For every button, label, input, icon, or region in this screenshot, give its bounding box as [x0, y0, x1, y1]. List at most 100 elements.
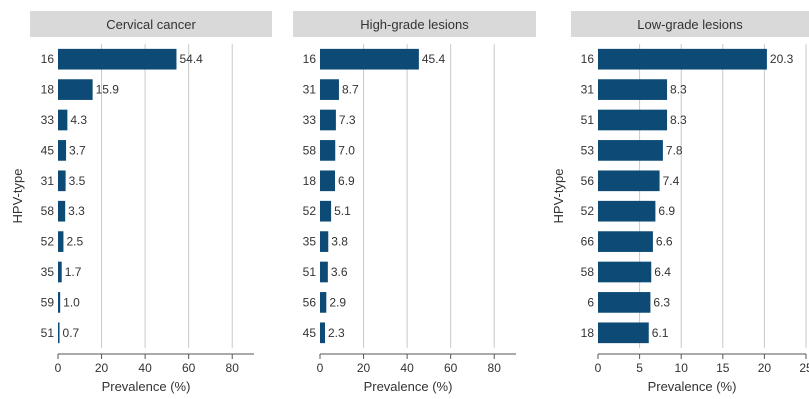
x-axis-label: Prevalence (%)	[364, 379, 453, 394]
category-label: 18	[41, 83, 55, 97]
category-label: 56	[581, 174, 595, 188]
value-label: 7.4	[663, 174, 680, 188]
value-label: 45.4	[422, 52, 446, 66]
bar	[598, 292, 651, 313]
x-tick-label: 60	[444, 361, 458, 375]
category-label: 33	[41, 113, 55, 127]
bar	[320, 170, 336, 192]
panel-title-strip	[571, 11, 809, 37]
bar	[58, 261, 62, 283]
value-label: 2.9	[329, 295, 346, 309]
bar	[320, 109, 336, 131]
category-label: 52	[581, 204, 595, 218]
category-label: 18	[303, 174, 317, 188]
value-label: 3.3	[68, 204, 85, 218]
value-label: 4.3	[70, 113, 87, 127]
bar	[598, 140, 663, 161]
x-tick-label: 40	[138, 361, 152, 375]
category-label: 66	[581, 235, 595, 249]
value-label: 5.1	[334, 204, 351, 218]
bar	[320, 231, 329, 252]
x-tick-label: 20	[758, 361, 772, 375]
bar	[58, 231, 64, 252]
category-label: 58	[581, 265, 595, 279]
category-label: 52	[41, 235, 55, 249]
x-axis-label: Prevalence (%)	[102, 379, 191, 394]
chart-panel-1: Cervical cancer 0 20 40 60 80 Prevalence (%) HP…	[10, 11, 272, 394]
category-label: 16	[41, 52, 55, 66]
bar	[320, 140, 336, 161]
bar	[598, 79, 668, 100]
category-label: 45	[41, 143, 55, 157]
category-label: 6	[587, 295, 594, 309]
value-label: 8.3	[670, 113, 687, 127]
value-label: 7.8	[666, 143, 683, 157]
bar	[320, 200, 332, 222]
value-label: 1.7	[65, 265, 82, 279]
value-label: 7.0	[338, 143, 355, 157]
x-tick-label: 40	[400, 361, 414, 375]
category-label: 51	[303, 265, 317, 279]
y-axis-label: HPV-type	[551, 169, 566, 224]
category-label: 56	[303, 295, 317, 309]
x-tick-label: 80	[488, 361, 502, 375]
chart-panel-2: High-grade lesions 0 20 40 60 80 Prevalence (%…	[293, 11, 536, 394]
value-label: 3.8	[331, 235, 348, 249]
x-tick-label: 60	[182, 361, 196, 375]
category-label: 51	[41, 326, 55, 340]
value-label: 6.9	[338, 174, 355, 188]
x-tick-label: 0	[595, 361, 602, 375]
x-tick-label: 20	[357, 361, 371, 375]
category-label: 18	[581, 326, 595, 340]
bar	[58, 109, 68, 131]
value-label: 8.7	[342, 83, 359, 97]
bar	[58, 200, 66, 222]
x-tick-label: 10	[675, 361, 689, 375]
x-tick-label: 80	[226, 361, 240, 375]
category-label: 59	[41, 295, 55, 309]
category-label: 35	[41, 265, 55, 279]
x-axis-label: Prevalence (%)	[648, 379, 737, 394]
value-label: 15.9	[96, 83, 120, 97]
category-label: 31	[41, 174, 55, 188]
panel-title-strip	[293, 11, 536, 37]
category-label: 53	[581, 143, 595, 157]
bar	[320, 292, 327, 313]
bar	[320, 322, 326, 344]
bar	[598, 322, 649, 344]
value-label: 3.5	[69, 174, 86, 188]
x-tick-label: 0	[55, 361, 62, 375]
value-label: 6.9	[658, 204, 675, 218]
x-tick-label: 20	[95, 361, 109, 375]
x-tick-label: 0	[317, 361, 324, 375]
category-label: 31	[581, 83, 595, 97]
bar	[598, 170, 660, 192]
value-label: 2.3	[328, 326, 345, 340]
x-tick-label: 15	[716, 361, 730, 375]
category-label: 33	[303, 113, 317, 127]
category-label: 58	[303, 143, 317, 157]
value-label: 6.3	[653, 295, 670, 309]
y-axis-label: HPV-type	[10, 169, 25, 224]
bar	[58, 140, 67, 161]
bar	[598, 261, 652, 283]
panel-title: Cervical cancer	[106, 17, 196, 32]
value-label: 6.4	[654, 265, 671, 279]
x-tick-label: 5	[636, 361, 643, 375]
chart-panel-3: Low-grade lesions 0 5 10 15 20 25 Prevalence (%…	[551, 11, 809, 394]
category-label: 58	[41, 204, 55, 218]
bar	[58, 48, 177, 70]
category-label: 51	[581, 113, 595, 127]
category-label: 16	[303, 52, 317, 66]
x-tick-label: 25	[799, 361, 809, 375]
category-label: 16	[581, 52, 595, 66]
value-label: 8.3	[670, 83, 687, 97]
bar	[58, 79, 93, 100]
value-label: 20.3	[770, 52, 794, 66]
bar	[58, 292, 61, 313]
bar	[598, 48, 767, 70]
panel-title-strip	[30, 11, 272, 37]
value-label: 3.6	[331, 265, 348, 279]
bar	[598, 109, 668, 131]
